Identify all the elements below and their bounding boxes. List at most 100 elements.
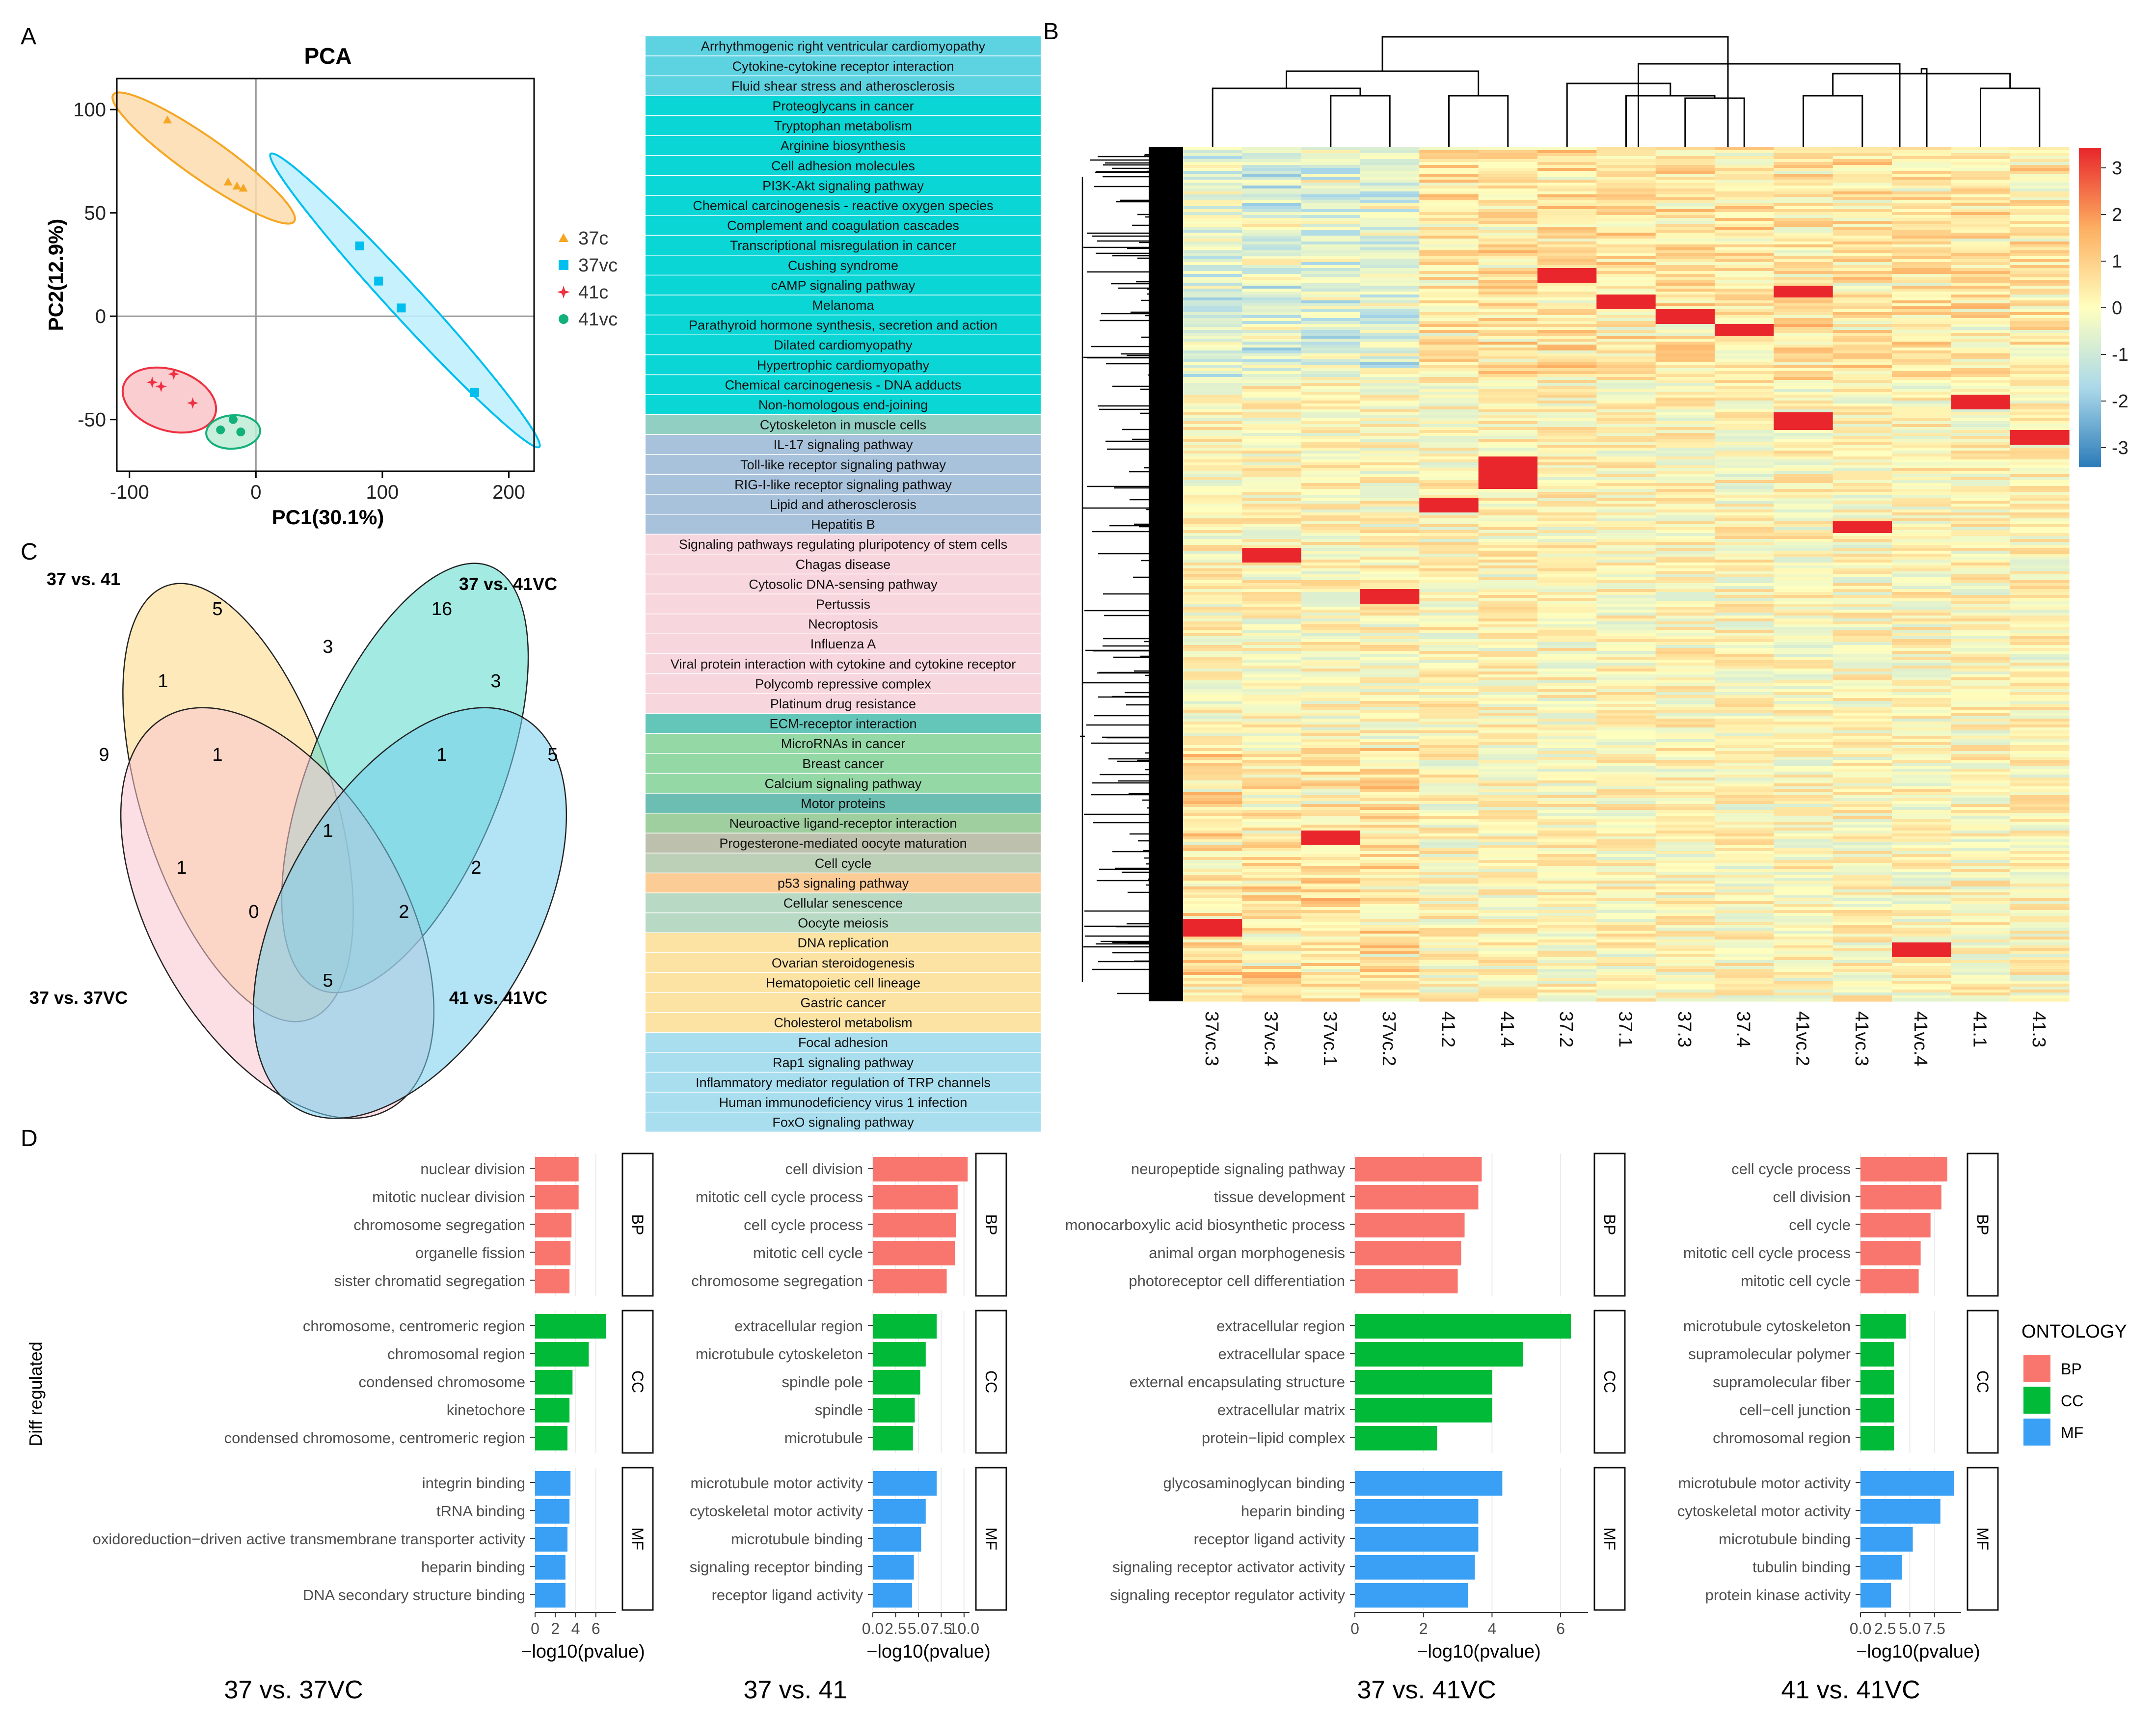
heatmap-cell bbox=[1715, 695, 1774, 698]
heatmap-cell bbox=[1537, 624, 1597, 628]
heatmap-cell bbox=[1537, 872, 1597, 875]
go-ylabel: Diff regulated bbox=[26, 1341, 46, 1446]
heatmap-cell bbox=[1596, 424, 1656, 428]
heatmap-cell bbox=[1360, 730, 1420, 734]
heatmap-cell bbox=[1183, 430, 1242, 433]
heatmap-cell bbox=[1478, 869, 1538, 872]
heatmap-cell bbox=[1242, 931, 1302, 934]
heatmap-cell bbox=[1596, 577, 1656, 581]
heatmap-cell bbox=[1419, 274, 1479, 277]
heatmap-cell bbox=[1892, 937, 1951, 940]
heatmap-cell bbox=[1596, 174, 1656, 177]
heatmap-cell bbox=[1419, 839, 1479, 843]
heatmap-cell bbox=[1537, 165, 1597, 168]
heatmap-cell bbox=[1655, 174, 1715, 177]
heatmap-cell bbox=[1715, 822, 1774, 825]
go-bar bbox=[535, 1398, 570, 1422]
heatmap-cell bbox=[1951, 197, 2011, 201]
heatmap-cell bbox=[1419, 618, 1479, 622]
heatmap-cell bbox=[1478, 539, 1538, 542]
pathway-row bbox=[646, 694, 1041, 713]
heatmap-cell bbox=[1596, 436, 1656, 439]
heatmap-cell bbox=[1360, 498, 1420, 501]
heatmap-cell bbox=[1360, 412, 1420, 416]
heatmap-cell bbox=[1774, 798, 1833, 802]
heatmap-cell bbox=[1242, 183, 1302, 186]
heatmap-cell bbox=[1596, 621, 1656, 625]
heatmap-cell bbox=[1774, 374, 1833, 377]
heatmap-cell bbox=[1301, 250, 1361, 254]
heatmap-cell bbox=[1715, 819, 1774, 822]
heatmap-cell bbox=[1360, 265, 1420, 268]
heatmap-cell bbox=[1360, 801, 1420, 805]
heatmap-cell bbox=[1242, 530, 1302, 534]
go-term-label: spindle pole bbox=[782, 1373, 863, 1391]
heatmap-cell bbox=[1655, 350, 1715, 354]
heatmap-cell bbox=[1833, 250, 1892, 254]
heatmap-cell bbox=[1301, 568, 1361, 572]
heatmap-cell bbox=[1478, 616, 1538, 619]
heatmap-cell bbox=[1774, 197, 1833, 201]
heatmap-cell bbox=[1774, 733, 1833, 737]
heatmap-cell bbox=[1242, 616, 1302, 619]
heatmap-cell bbox=[1655, 833, 1715, 837]
heatmap-cell bbox=[1596, 592, 1656, 595]
heatmap-cell bbox=[1301, 607, 1361, 610]
heatmap-cell bbox=[1774, 604, 1833, 607]
pathway-label: Chagas disease bbox=[796, 557, 891, 572]
heatmap-cell bbox=[1360, 651, 1420, 654]
heatmap-cell bbox=[1596, 504, 1656, 507]
heatmap-cell bbox=[1833, 948, 1892, 952]
heatmap-cell bbox=[1419, 831, 1479, 834]
heatmap-cell bbox=[1774, 312, 1833, 316]
heatmap-cell bbox=[1774, 577, 1833, 581]
heatmap-cell bbox=[1478, 934, 1538, 937]
heatmap-cell bbox=[1183, 327, 1242, 330]
go-facet-strip bbox=[621, 1153, 654, 1297]
heatmap-cell bbox=[1242, 860, 1302, 863]
heatmap-cell bbox=[1951, 727, 2011, 731]
heatmap-cell bbox=[1478, 177, 1538, 180]
go-facet-label: BP bbox=[629, 1214, 647, 1235]
heatmap-cell bbox=[1360, 386, 1420, 389]
heatmap-cell bbox=[2010, 356, 2070, 360]
heatmap-cell bbox=[1419, 751, 1479, 754]
go-term-label: cell cycle process bbox=[744, 1216, 863, 1234]
heatmap-cell bbox=[1715, 318, 1774, 322]
heatmap-cell bbox=[1655, 542, 1715, 545]
heatmap-cell bbox=[1478, 147, 1538, 151]
heatmap-cell bbox=[1892, 901, 1951, 905]
heatmap-cell bbox=[1301, 398, 1361, 401]
heatmap-cell bbox=[1419, 807, 1479, 810]
heatmap-cell bbox=[1301, 969, 1361, 972]
heatmap-cell bbox=[1774, 742, 1833, 746]
heatmap-cell bbox=[1833, 945, 1892, 949]
heatmap-cell bbox=[1655, 928, 1715, 931]
heatmap-cell bbox=[1715, 607, 1774, 610]
heatmap-cell bbox=[2010, 683, 2070, 687]
heatmap-cell bbox=[1655, 212, 1715, 215]
row-dendrogram bbox=[1080, 147, 1183, 1001]
heatmap-cell bbox=[2010, 642, 2070, 645]
heatmap-cell bbox=[1655, 751, 1715, 754]
pathway-label: Signaling pathways regulating pluripoten… bbox=[679, 537, 1007, 552]
heatmap-cell bbox=[1242, 727, 1302, 731]
heatmap-cell bbox=[1774, 848, 1833, 852]
heatmap-cell bbox=[1596, 250, 1656, 254]
heatmap-cell bbox=[1419, 197, 1479, 201]
heatmap-cell bbox=[1242, 150, 1302, 154]
heatmap-cell bbox=[1715, 303, 1774, 307]
heatmap-cell bbox=[1242, 327, 1302, 330]
pathway-label: Hypertrophic cardiomyopathy bbox=[757, 358, 930, 373]
heatmap-cell bbox=[1892, 436, 1951, 439]
heatmap-cell bbox=[1242, 368, 1302, 372]
heatmap-cell bbox=[1655, 577, 1715, 581]
heatmap-cell bbox=[1537, 713, 1597, 716]
heatmap-cell bbox=[1183, 330, 1242, 333]
heatmap-cell bbox=[1892, 772, 1951, 775]
heatmap-cell bbox=[1183, 663, 1242, 666]
heatmap-cell bbox=[1951, 418, 2011, 422]
heatmap-cell bbox=[1774, 969, 1833, 972]
heatmap-cell bbox=[1242, 247, 1302, 251]
